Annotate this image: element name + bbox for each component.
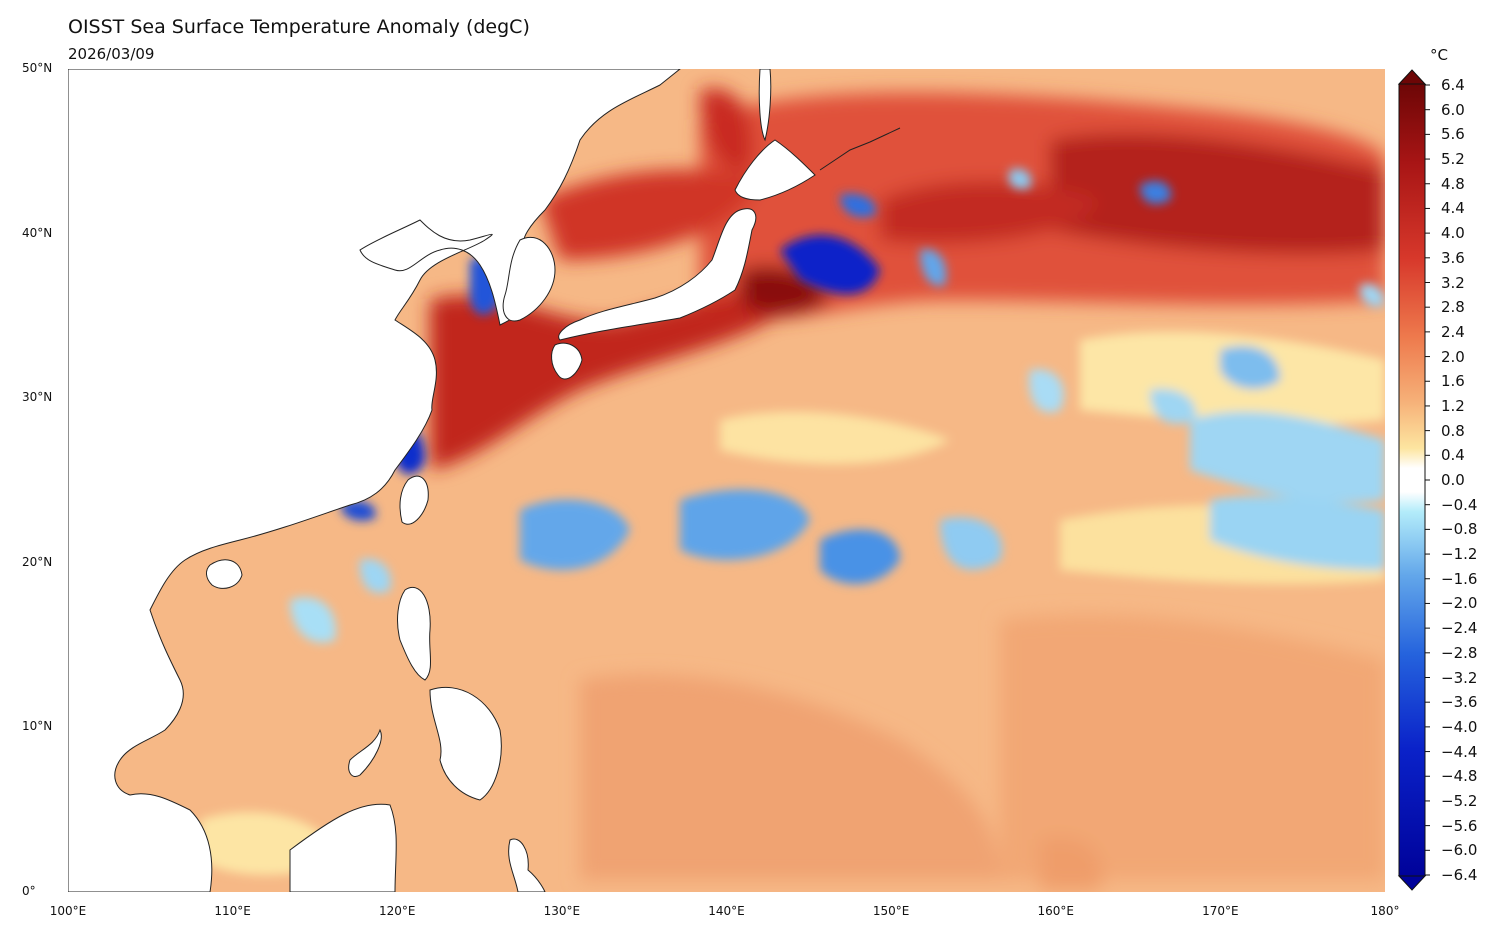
korean-peninsula [502, 236, 556, 322]
map-title: OISST Sea Surface Temperature Anomaly (d… [68, 16, 530, 38]
anomaly-field [68, 69, 1385, 892]
colorbar-unit: °C [1430, 46, 1448, 64]
lon-tick-label: 170°E [1202, 904, 1239, 918]
luzon [397, 587, 431, 681]
lon-tick-label: 100°E [49, 904, 87, 918]
sakhalin [758, 69, 772, 142]
colorbar-level-label: −1.6 [1441, 569, 1478, 588]
colorbar-level-label: −5.2 [1441, 791, 1478, 810]
colorbar-level-label: 1.2 [1441, 396, 1465, 415]
japan-islands [558, 208, 757, 341]
hainan [206, 559, 243, 589]
colorbar-level-label: 4.0 [1441, 224, 1465, 243]
colorbar-level-label: −3.6 [1441, 693, 1478, 712]
colorbar-level-label: 5.6 [1441, 125, 1465, 144]
colorbar-level-label: 4.4 [1441, 199, 1465, 218]
lon-tick-label: 160°E [1037, 904, 1075, 918]
colorbar-top-extend [1397, 69, 1427, 85]
colorbar-level-label: −0.8 [1441, 520, 1478, 539]
colorbar-level-label: 0.8 [1441, 421, 1465, 440]
colorbar-level-label: 0.4 [1441, 446, 1465, 465]
taiwan [399, 475, 429, 525]
colorbar-level-label: −6.0 [1441, 841, 1478, 860]
colorbar-level-label: 3.6 [1441, 248, 1465, 267]
colorbar-level-label: −2.4 [1441, 619, 1478, 638]
lat-tick-label: 50°N [22, 61, 53, 75]
lon-tick-label: 130°E [543, 904, 581, 918]
colorbar-level-label: −3.2 [1441, 668, 1478, 687]
colorbar-level-label: −6.4 [1441, 866, 1478, 884]
map-date: 2026/03/09 [68, 45, 155, 63]
colorbar-level-label: −4.0 [1441, 717, 1478, 736]
lat-tick-label: 40°N [22, 225, 53, 240]
colorbar-level-label: 2.0 [1441, 347, 1465, 366]
colorbar-level-label: 6.4 [1441, 76, 1465, 94]
colorbar-level-label: 4.8 [1441, 174, 1465, 193]
sulawesi [508, 838, 546, 892]
hokkaido [734, 139, 816, 201]
colorbar-level-label: −5.6 [1441, 816, 1478, 835]
borneo [289, 803, 397, 892]
colorbar-bottom-extend [1397, 875, 1427, 891]
lon-tick-label: 110°E [214, 904, 251, 918]
colorbar-ticks [1425, 84, 1430, 876]
lat-tick-label: 10°N [22, 719, 53, 734]
lon-tick-label: 120°E [379, 904, 416, 918]
lon-tick-label: 150°E [872, 904, 910, 918]
kuril-islands [819, 127, 901, 171]
colorbar-level-label: 5.2 [1441, 150, 1465, 169]
colorbar-level-label: −4.4 [1441, 742, 1478, 761]
kyushu [551, 342, 583, 380]
lat-tick-label: 0° [22, 884, 36, 898]
colorbar-level-label: −1.2 [1441, 545, 1478, 564]
colorbar-body [1398, 83, 1426, 877]
colorbar-level-label: 0.0 [1441, 471, 1465, 489]
lat-tick-label: 20°N [22, 554, 53, 569]
palawan [348, 728, 382, 777]
land-masses [68, 69, 901, 892]
lat-tick-label: 30°N [22, 390, 53, 405]
colorbar-level-label: 1.6 [1441, 372, 1465, 391]
colorbar-level-label: −0.4 [1441, 495, 1478, 514]
colorbar-level-label: 2.4 [1441, 322, 1465, 341]
colorbar-level-label: 3.2 [1441, 273, 1465, 292]
visayas-mindanao [429, 686, 502, 801]
colorbar [1397, 69, 1430, 891]
lon-tick-label: 180° [1370, 904, 1400, 918]
colorbar-level-label: −2.0 [1441, 594, 1478, 613]
colorbar-level-label: 2.8 [1441, 298, 1465, 317]
colorbar-level-label: −4.8 [1441, 767, 1478, 786]
colorbar-level-label: −2.8 [1441, 643, 1478, 662]
colorbar-level-label: 6.0 [1441, 100, 1465, 119]
lon-tick-label: 140°E [708, 904, 745, 918]
